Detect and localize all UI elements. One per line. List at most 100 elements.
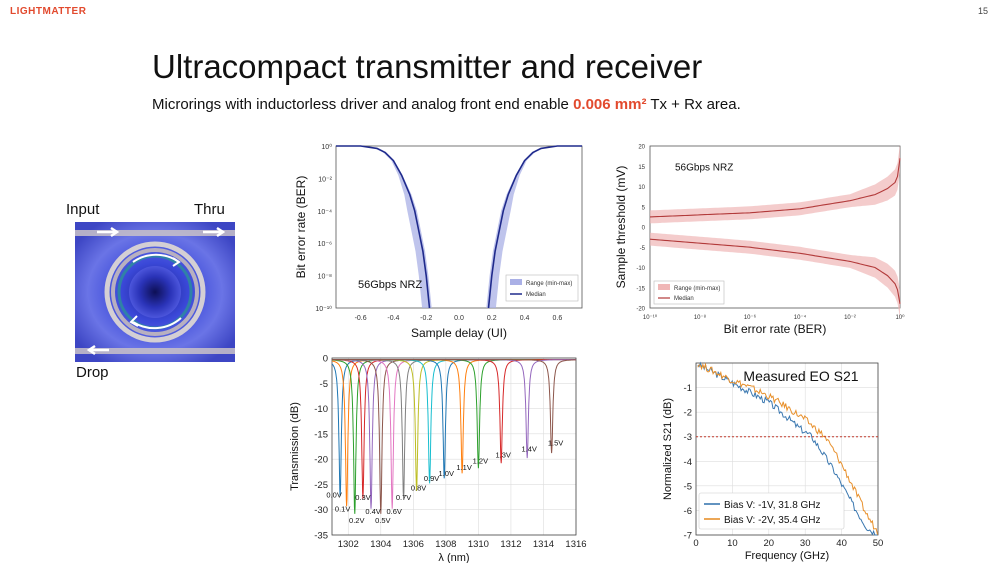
x-axis-label: λ (nm): [438, 552, 469, 563]
median-line-1: [487, 145, 582, 309]
x-axis-label: Bit error rate (BER): [724, 322, 827, 336]
legend-swatch-range: [658, 284, 670, 290]
resonance-curve-11: [332, 359, 576, 474]
x-tick-label: 1302: [338, 539, 359, 550]
chart-title: Measured EO S21: [743, 368, 858, 384]
range-band-1: [486, 146, 584, 308]
y-axis-label: Normalized S21 (dB): [662, 398, 674, 500]
resonance-curve-15: [332, 359, 576, 454]
y-tick-label: 15: [638, 165, 645, 171]
voltage-label: 0.6V: [386, 507, 401, 516]
y-tick-label: -5: [640, 246, 646, 252]
median-line-0: [649, 158, 901, 218]
y-tick-label: -2: [684, 408, 692, 419]
voltage-label: 0.8V: [411, 483, 426, 492]
subtitle-after: Tx + Rx area.: [646, 96, 741, 113]
voltage-label: 0.7V: [396, 493, 411, 502]
slide-subtitle: Microrings with inductorless driver and …: [152, 96, 741, 113]
x-tick-label: -0.6: [355, 315, 367, 322]
legend-range-label: Range (min-max): [526, 281, 572, 287]
y-tick-label: -3: [684, 432, 692, 443]
x-tick-label: 0.0: [454, 315, 464, 322]
y-tick-label: -7: [684, 531, 692, 542]
legend-range-label: Range (min-max): [674, 286, 720, 292]
y-tick-label: -30: [314, 505, 328, 516]
y-tick-label: 10⁰: [321, 143, 332, 151]
ring-drop-label: Drop: [76, 364, 109, 381]
y-tick-label: -1: [684, 383, 692, 394]
voltage-label: 0.1V: [335, 505, 350, 514]
x-tick-label: 0.2: [487, 315, 497, 322]
x-tick-label: 1306: [403, 539, 424, 550]
y-tick-label: 5: [642, 205, 646, 211]
legend-box: [653, 280, 725, 305]
y-tick-label: 10⁻²: [318, 176, 332, 183]
resonance-curve-2: [332, 359, 576, 514]
plot-frame: [335, 145, 583, 309]
voltage-label: 1.2V: [473, 457, 488, 466]
voltage-label: 0.5V: [375, 516, 390, 525]
x-tick-label: 1310: [468, 539, 489, 550]
y-tick-label: -4: [684, 457, 692, 468]
ring-input-label: Input: [66, 201, 100, 218]
y-tick-label: -5: [684, 481, 692, 492]
y-tick-label: -20: [314, 455, 328, 466]
x-tick-label: 40: [836, 538, 847, 549]
x-axis-label: Frequency (GHz): [745, 550, 829, 562]
voltage-label: 1.4V: [521, 445, 536, 454]
x-tick-label: 10⁻⁶: [744, 314, 757, 321]
voltage-label: 0.0V: [326, 491, 341, 500]
x-tick-label: 10⁻¹⁰: [643, 314, 658, 321]
range-band-0: [334, 146, 432, 308]
x-tick-label: 1308: [435, 539, 456, 550]
legend-box: [698, 492, 845, 530]
microring-image: [75, 222, 235, 362]
voltage-label: 0.9V: [424, 474, 439, 483]
page-number: 15: [977, 6, 988, 16]
range-band-0: [650, 144, 900, 224]
s21-chart: Measured EO S21 0 10 20 30 40 50 -1 -2 -3 -4 -5 -6 -7…: [662, 361, 884, 562]
plot-frame: [649, 145, 901, 309]
x-tick-label: 10: [727, 538, 738, 549]
y-tick-label: -15: [314, 429, 328, 440]
legend-median-label: Median: [674, 296, 694, 302]
resonance-curve-8: [332, 359, 576, 492]
y-tick-label: -15: [636, 286, 645, 292]
x-tick-label: -0.2: [420, 315, 432, 322]
plot-frame: [695, 362, 879, 536]
range-band-1: [650, 232, 900, 318]
median-line-1: [649, 238, 901, 304]
y-axis-label: Sample threshold (mV): [614, 166, 628, 289]
y-tick-label: -20: [636, 307, 645, 313]
voltage-label: 1.0V: [439, 469, 454, 478]
y-tick-label: 10⁻⁴: [318, 209, 333, 216]
annotation: 56Gbps NRZ: [675, 162, 733, 173]
x-tick-label: 1316: [565, 539, 586, 550]
x-tick-label: -0.4: [387, 315, 399, 322]
x-tick-label: 1304: [370, 539, 391, 550]
transmission-spectrum-chart: 0.0V 0.1V 0.2V 0.3V 0.4V0.5V0.6V 0.7V0.8V0.9V…: [289, 354, 587, 563]
voltage-label: 0.3V: [355, 493, 370, 502]
ber-vs-delay-chart: -0.6 -0.4 -0.2 0.0 0.2 0.4 0.6 10⁰ 10⁻² 10⁻⁴ 10⁻⁶ 1…: [294, 143, 584, 340]
voltage-label: 0.2V: [349, 516, 364, 525]
resonance-curve-5: [332, 359, 576, 514]
resonance-curve-3: [332, 359, 576, 499]
legend-swatch-range: [510, 279, 522, 285]
x-tick-label: 0.4: [520, 315, 530, 322]
resonance-curve-7: [332, 359, 576, 499]
resonance-curve-0: [331, 359, 576, 497]
y-tick-label: -10: [314, 404, 328, 415]
voltage-label: 1.1V: [456, 463, 471, 472]
y-tick-label: 10: [638, 185, 645, 191]
x-tick-label: 0: [693, 538, 698, 549]
x-tick-label: 10⁻²: [844, 315, 856, 321]
x-tick-label: 1314: [533, 539, 554, 550]
x-tick-label: 50: [873, 538, 884, 549]
legend-label-0: Bias V: -1V, 31.8 GHz: [724, 500, 821, 511]
legend-median-label: Median: [526, 292, 546, 298]
x-tick-label: 10⁻⁴: [794, 314, 807, 321]
s21-trace-1: [697, 362, 878, 535]
x-axis-label: Sample delay (UI): [411, 326, 507, 340]
y-tick-label: 10⁻⁸: [318, 274, 332, 281]
y-axis-label: Transmission (dB): [289, 402, 301, 491]
